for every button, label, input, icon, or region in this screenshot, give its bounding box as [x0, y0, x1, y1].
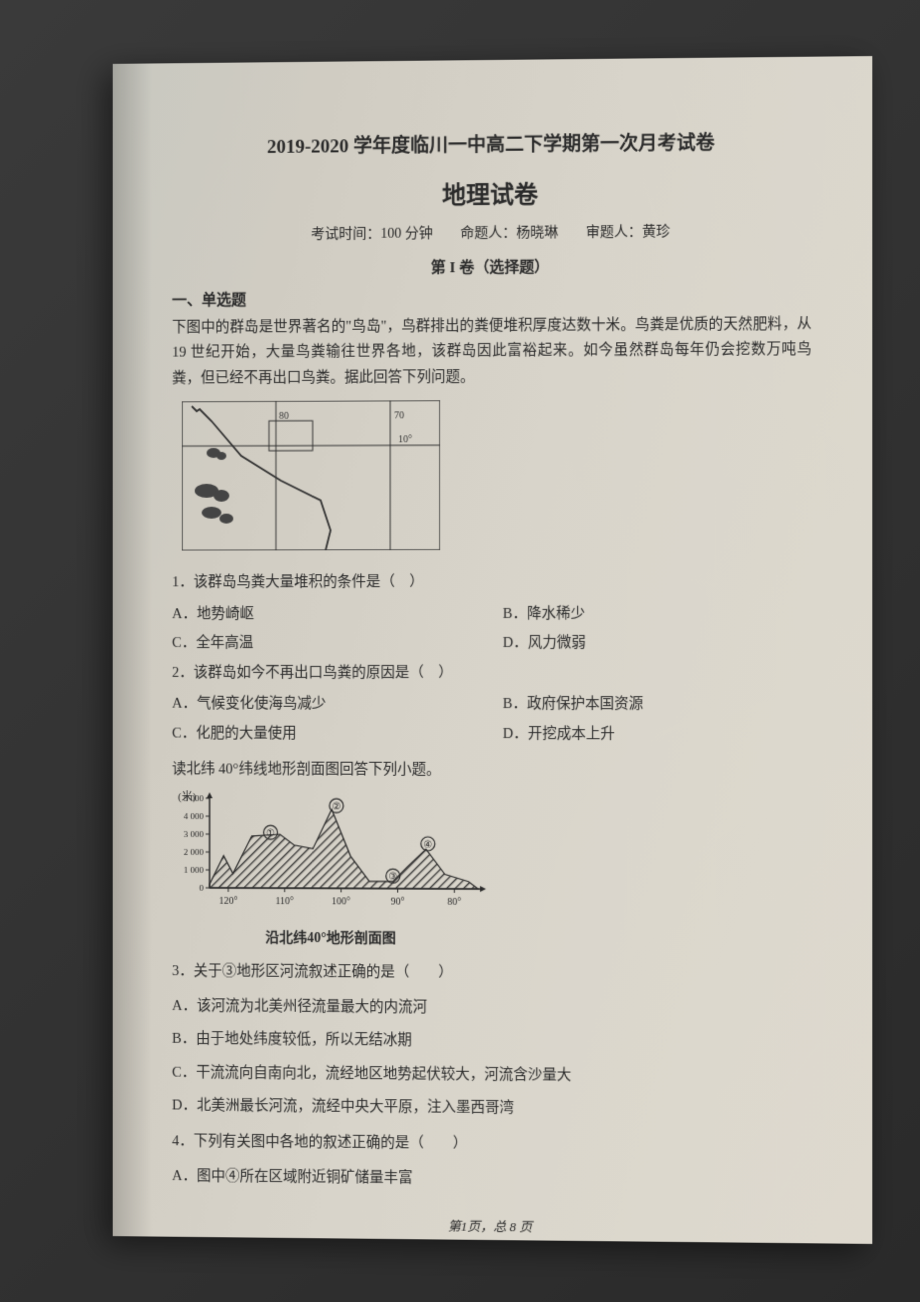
q4-stem: 4．下列有关图中各地的叙述正确的是（ ）: [172, 1129, 812, 1162]
lon-left-label: 80: [279, 411, 289, 422]
q1-row2: C．全年高温 D．风力微弱: [172, 630, 812, 658]
svg-text:4 000: 4 000: [184, 812, 205, 822]
reviewer-label: 审题人：黄珍: [586, 225, 670, 241]
svg-text:2 000: 2 000: [184, 847, 205, 857]
svg-text:1 000: 1 000: [184, 865, 205, 875]
exam-paper: 2019-2020 学年度临川一中高二下学期第一次月考试卷 地理试卷 考试时间：…: [113, 56, 873, 1244]
q2-opt-c: C．化肥的大量使用: [172, 720, 503, 748]
lon-right-label: 70: [394, 410, 404, 421]
svg-text:④: ④: [423, 840, 432, 851]
profile-chart: (米)5 0004 0003 0002 0001 0000①②③④120°110…: [172, 791, 490, 922]
q4-options: A．图中④所在区域附近铜矿储量丰富: [172, 1160, 812, 1199]
page-footer: 第1页，总 8 页: [172, 1213, 812, 1238]
q3-opt-b: B．由于地处纬度较低，所以无结冰期: [172, 1023, 812, 1061]
svg-text:110°: 110°: [275, 896, 293, 907]
section-heading: 一、单选题: [172, 285, 812, 310]
svg-text:①: ①: [266, 829, 275, 840]
q1-opt-a: A．地势崎岖: [172, 601, 503, 629]
q4-opt-a: A．图中④所在区域附近铜矿储量丰富: [172, 1160, 812, 1199]
svg-text:③: ③: [388, 872, 397, 883]
island-map-figure: 80 70 10°: [182, 400, 440, 550]
q3-stem: 3．关于③地形区河流叙述正确的是（ ）: [172, 959, 812, 990]
main-title: 2019-2020 学年度临川一中高二下学期第一次月考试卷: [172, 127, 812, 160]
svg-text:100°: 100°: [332, 897, 351, 908]
svg-text:80°: 80°: [447, 897, 461, 908]
q2-opt-b: B．政府保护本国资源: [503, 691, 812, 719]
svg-text:5 000: 5 000: [184, 794, 205, 804]
svg-text:3 000: 3 000: [184, 829, 205, 839]
q2-opt-a: A．气候变化使海鸟减少: [172, 691, 503, 719]
svg-text:②: ②: [332, 802, 341, 813]
svg-text:0: 0: [199, 883, 204, 893]
q2-row2: C．化肥的大量使用 D．开挖成本上升: [172, 720, 812, 748]
duration-label: 考试时间：100 分钟: [311, 226, 433, 242]
passage-2: 读北纬 40°纬线地形剖面图回答下列小题。: [172, 758, 812, 780]
page-shadow: [113, 63, 152, 1236]
exam-info: 考试时间：100 分钟 命题人：杨晓琳 审题人：黄珍: [172, 220, 812, 245]
q1-stem: 1．该群岛鸟粪大量堆积的条件是（ ）: [172, 569, 812, 597]
q1-opt-c: C．全年高温: [172, 630, 503, 658]
svg-text:120°: 120°: [219, 896, 238, 907]
svg-text:90°: 90°: [391, 897, 405, 908]
q1-opt-b: B．降水稀少: [503, 600, 812, 628]
sub-title: 地理试卷: [172, 172, 812, 212]
q3-opt-d: D．北美洲最长河流，流经中央大平原，注入墨西哥湾: [172, 1090, 812, 1128]
q3-options: A．该河流为北美州径流量最大的内流河 B．由于地处纬度较低，所以无结冰期 C．干…: [172, 990, 812, 1128]
map-figure-container: 80 70 10°: [182, 399, 812, 556]
q2-stem: 2．该群岛如今不再出口鸟粪的原因是（ ）: [172, 660, 812, 688]
q2-opt-d: D．开挖成本上升: [503, 721, 812, 749]
author-label: 命题人：杨晓琳: [460, 225, 558, 241]
q3-opt-c: C．干流流向自南向北，流经地区地势起伏较大，河流含沙量大: [172, 1056, 812, 1094]
q1-opt-d: D．风力微弱: [503, 630, 812, 658]
passage-1: 下图中的群岛是世界著名的"鸟岛"，鸟群排出的粪便堆积厚度达数十米。鸟粪是优质的天…: [172, 312, 812, 391]
lat-label: 10°: [398, 434, 412, 445]
q1-row1: A．地势崎岖 B．降水稀少: [172, 600, 812, 628]
q3-opt-a: A．该河流为北美州径流量最大的内流河: [172, 990, 812, 1027]
q2-row1: A．气候变化使海鸟减少 B．政府保护本国资源: [172, 691, 812, 719]
profile-caption: 沿北纬40°地形剖面图: [172, 927, 490, 949]
section-label: 第 I 卷（选择题）: [172, 254, 812, 279]
